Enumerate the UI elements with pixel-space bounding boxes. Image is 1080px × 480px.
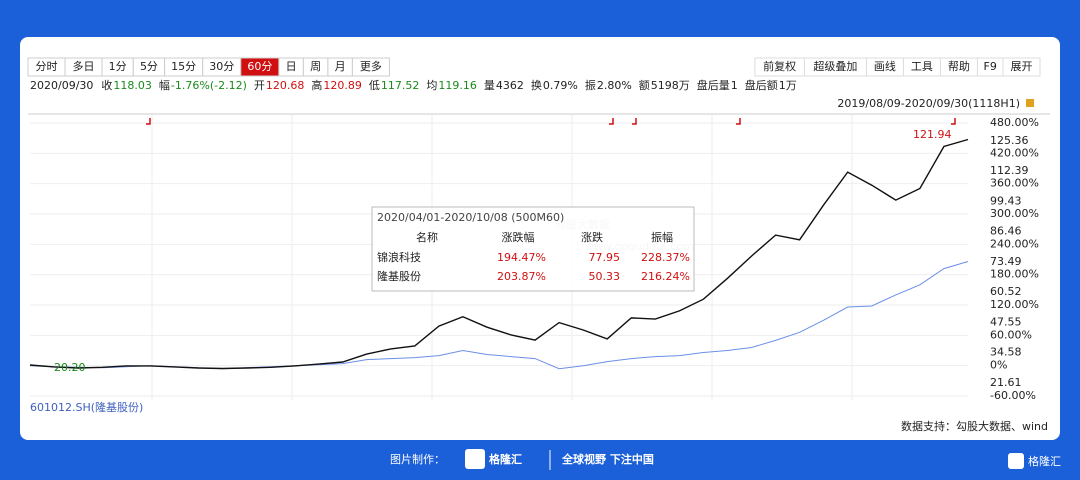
footer-slogan: 全球视野 下注中国 [561, 452, 654, 466]
y-tick-label: 60.52 [990, 285, 1022, 298]
quote-label: 低 [369, 79, 380, 92]
y-tick-label: 112.39 [990, 164, 1029, 177]
quote-value: 119.16 [438, 79, 477, 92]
tool-label[interactable]: 超级叠加 [813, 59, 857, 73]
quote-value: 5198万 [651, 79, 690, 92]
tool-label[interactable]: 前复权 [763, 59, 796, 73]
y-tick-label: 21.61 [990, 376, 1022, 389]
range-label: 2019/08/09-2020/09/30(1118H1) [837, 97, 1020, 110]
flag [632, 118, 637, 125]
tab-label[interactable]: 1分 [109, 60, 127, 73]
lock-icon [1026, 99, 1034, 107]
quote-label: 盘后量 [697, 78, 730, 92]
quote-label: 开 [254, 79, 265, 92]
quote-label: 高 [311, 78, 322, 92]
y2-tick-label: 120.00% [990, 298, 1039, 311]
quote-value: 117.52 [381, 79, 420, 92]
tool-label[interactable]: 画线 [874, 59, 896, 73]
flag [736, 118, 741, 125]
flag [951, 118, 956, 125]
tab-label[interactable]: 60分 [247, 60, 272, 73]
tab-label[interactable]: 周 [310, 60, 321, 73]
popup-title: 2020/04/01-2020/10/08 (500M60) [377, 211, 564, 224]
quote-label: 收 [101, 78, 112, 92]
tool-label[interactable]: F9 [984, 60, 997, 73]
popup-cell: 216.24% [641, 270, 690, 283]
y-tick-label: 99.43 [990, 194, 1022, 207]
quote-value: 1万 [779, 79, 797, 92]
tab-label[interactable]: 分时 [36, 60, 58, 73]
popup-cell: 203.87% [497, 270, 546, 283]
quote-value: 2.80% [597, 79, 632, 92]
quote-value: 1 [731, 79, 738, 92]
popup-cell: 50.33 [589, 270, 621, 283]
quote-label: 量 [484, 79, 495, 92]
tab-label[interactable]: 月 [335, 60, 346, 73]
annotation: 20.20 [54, 361, 86, 374]
quote-label: 幅 [159, 79, 170, 92]
footer-corner: 格隆汇 [1028, 454, 1061, 468]
popup-header: 涨跌 [581, 230, 603, 244]
quote-value: 0.79% [543, 79, 578, 92]
y2-tick-label: 300.00% [990, 207, 1039, 220]
tab-label[interactable]: 5分 [140, 60, 158, 73]
quote-label: 振 [585, 78, 596, 92]
y-tick-label: 73.49 [990, 255, 1022, 268]
y2-tick-label: 360.00% [990, 177, 1039, 190]
annotation: 121.94 [913, 128, 952, 141]
y-tick-label: 86.46 [990, 225, 1022, 238]
popup-cell: 228.37% [641, 251, 690, 264]
popup-cell: 194.47% [497, 251, 546, 264]
y2-tick-label: -60.00% [990, 389, 1036, 402]
y2-tick-label: 0% [990, 359, 1007, 372]
quote-label: 额 [639, 79, 650, 92]
y-tick-label: 125.36 [990, 134, 1029, 147]
quote-value: 120.89 [323, 79, 362, 92]
quote-label: 盘后额 [745, 78, 778, 92]
popup-cell: 锦浪科技 [377, 250, 421, 264]
quote-label: 均 [426, 79, 437, 92]
tab-label[interactable]: 15分 [171, 60, 196, 73]
popup-cell: 隆基股份 [377, 269, 421, 283]
logo [465, 449, 485, 469]
y2-tick-label: 180.00% [990, 268, 1039, 281]
tool-label[interactable]: 展开 [1011, 60, 1033, 73]
flag [609, 118, 614, 125]
quote-value: 4362 [496, 79, 524, 92]
source: 数据支持：勾股大数据、wind [901, 419, 1048, 433]
popup-box [371, 206, 695, 292]
tool-label[interactable]: 工具 [911, 60, 933, 73]
y2-tick-label: 240.00% [990, 237, 1039, 250]
popup-header: 涨跌幅 [502, 230, 535, 244]
y2-tick-label: 60.00% [990, 328, 1032, 341]
tab[interactable] [351, 57, 390, 77]
tab-label[interactable]: 30分 [209, 60, 234, 73]
tab-label[interactable]: 更多 [360, 59, 382, 73]
flag [146, 118, 151, 125]
tool-button[interactable] [754, 57, 805, 77]
tab-label[interactable]: 日 [286, 60, 297, 73]
quote-value: 120.68 [266, 79, 305, 92]
series-line [29, 138, 969, 370]
popup-cell: 77.95 [589, 251, 621, 264]
tool-label[interactable]: 帮助 [948, 59, 970, 73]
quote-value: -1.76%(-2.12) [171, 79, 247, 92]
popup: 2020/04/01-2020/10/08 (500M60) 名称 涨跌幅 涨跌 振幅锦… [371, 206, 695, 292]
logo [1008, 453, 1024, 469]
tab-label[interactable]: 多日 [73, 59, 95, 73]
y2-tick-label: 480.00% [990, 116, 1039, 129]
quote-value: 118.03 [113, 79, 152, 92]
footer-brand: 格隆汇 [489, 452, 522, 466]
y2-tick-label: 420.00% [990, 146, 1039, 159]
footer-maker: 图片制作： [390, 453, 445, 466]
quote-date: 2020/09/30 [30, 79, 93, 92]
y-tick-label: 34.58 [990, 346, 1022, 359]
popup-header: 振幅 [651, 230, 673, 244]
symbol-label: 601012.SH(隆基股份) [30, 400, 143, 414]
quote-label: 换 [531, 78, 542, 92]
y-tick-label: 47.55 [990, 315, 1022, 328]
popup-header: 名称 [416, 230, 438, 244]
